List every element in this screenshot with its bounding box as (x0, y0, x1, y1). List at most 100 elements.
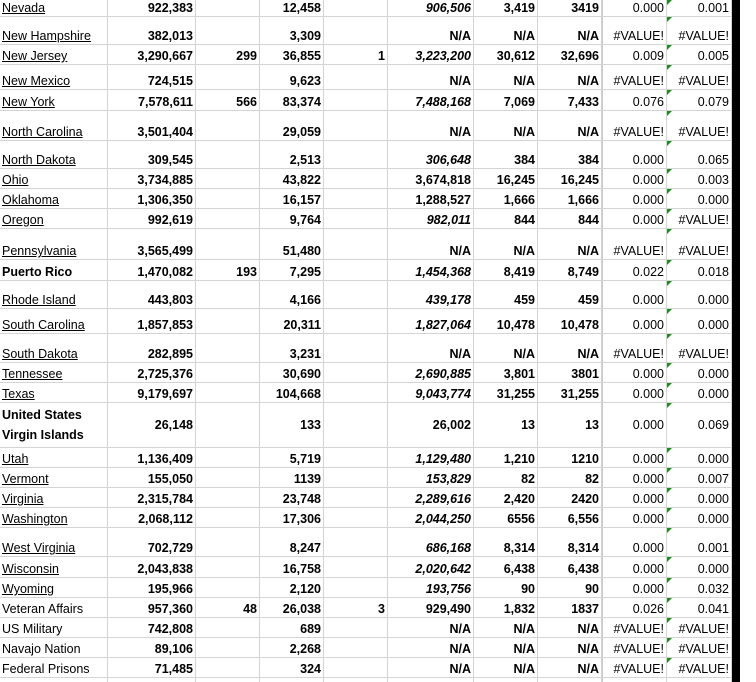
cell-col-e[interactable] (324, 17, 388, 44)
cell-col-e[interactable] (324, 578, 388, 597)
cell-col-c[interactable] (196, 658, 260, 677)
cell-col-h[interactable]: N/A (538, 334, 602, 362)
cell-col-g[interactable]: N/A (474, 334, 538, 362)
error-indicator-icon[interactable] (667, 658, 672, 663)
cell-col-e[interactable] (324, 508, 388, 527)
cell-col-g[interactable]: 1,210 (474, 448, 538, 467)
cell-col-d[interactable]: 2,513 (260, 141, 324, 168)
cell-col-e[interactable] (324, 403, 388, 447)
cell-col-b[interactable]: 309,545 (108, 141, 196, 168)
cell-col-h[interactable]: 82 (538, 468, 602, 487)
cell-col-i[interactable]: 0.000 (602, 403, 667, 447)
cell-col-f[interactable]: 3,223,200 (388, 45, 474, 64)
row-label[interactable]: New Hampshire (2, 29, 91, 43)
cell-col-c[interactable] (196, 111, 260, 140)
cell-col-f[interactable]: N/A (388, 638, 474, 657)
cell-col-b[interactable]: 71,485 (108, 658, 196, 677)
cell-col-d[interactable]: 20,311 (260, 309, 324, 333)
cell-col-c[interactable] (196, 0, 260, 16)
cell-col-i[interactable]: 0.076 (602, 90, 667, 110)
cell-col-i[interactable]: 0.000 (602, 488, 667, 507)
cell-col-b[interactable]: 2,068,112 (108, 508, 196, 527)
cell-col-g[interactable]: 3,419 (474, 0, 538, 16)
cell-col-b[interactable]: 443,803 (108, 281, 196, 308)
cell-empty[interactable] (260, 678, 324, 682)
error-indicator-icon[interactable] (667, 65, 672, 70)
cell-col-d[interactable]: 26,038 (260, 598, 324, 617)
cell-col-d[interactable]: 8,247 (260, 528, 324, 556)
cell-state-name[interactable]: Texas (0, 383, 108, 402)
cell-state-name[interactable]: New Jersey (0, 45, 108, 64)
error-indicator-icon[interactable] (667, 618, 672, 623)
cell-col-h[interactable]: 3419 (538, 0, 602, 16)
cell-col-b[interactable]: 26,148 (108, 403, 196, 447)
cell-col-f[interactable]: 306,648 (388, 141, 474, 168)
error-indicator-icon[interactable] (667, 141, 672, 146)
cell-col-d[interactable]: 36,855 (260, 45, 324, 64)
cell-empty[interactable] (602, 678, 667, 682)
cell-col-j[interactable]: 0.065 (667, 141, 732, 168)
cell-col-h[interactable]: 1,666 (538, 189, 602, 208)
cell-col-b[interactable]: 282,895 (108, 334, 196, 362)
cell-col-g[interactable]: 31,255 (474, 383, 538, 402)
cell-col-c[interactable] (196, 448, 260, 467)
row-label[interactable]: Wisconsin (2, 562, 59, 576)
row-label[interactable]: West Virginia (2, 541, 76, 555)
cell-col-b[interactable]: 3,290,667 (108, 45, 196, 64)
row-label[interactable]: North Carolina (2, 125, 83, 139)
cell-state-name[interactable]: South Carolina (0, 309, 108, 333)
cell-col-f[interactable]: 7,488,168 (388, 90, 474, 110)
cell-col-j[interactable]: 0.000 (667, 383, 732, 402)
cell-col-c[interactable] (196, 557, 260, 577)
row-label[interactable]: South Carolina (2, 318, 85, 332)
cell-col-i[interactable]: 0.000 (602, 141, 667, 168)
row-label[interactable]: New Mexico (2, 74, 71, 88)
error-indicator-icon[interactable] (667, 260, 672, 265)
error-indicator-icon[interactable] (667, 189, 672, 194)
cell-state-name[interactable]: United States Virgin Islands (0, 403, 108, 447)
row-label[interactable]: South Dakota (2, 347, 78, 361)
cell-state-name[interactable]: Puerto Rico (0, 260, 108, 280)
cell-col-b[interactable]: 742,808 (108, 618, 196, 637)
row-label[interactable]: Virginia (2, 492, 44, 506)
cell-col-b[interactable]: 702,729 (108, 528, 196, 556)
row-label[interactable]: Oregon (2, 213, 44, 227)
error-indicator-icon[interactable] (667, 508, 672, 513)
row-label[interactable]: Washington (2, 512, 68, 526)
cell-col-g[interactable]: 2,420 (474, 488, 538, 507)
cell-state-name[interactable]: Rhode Island (0, 281, 108, 308)
cell-col-d[interactable]: 12,458 (260, 0, 324, 16)
cell-col-b[interactable]: 1,857,853 (108, 309, 196, 333)
cell-col-h[interactable]: 459 (538, 281, 602, 308)
cell-col-j[interactable]: 0.001 (667, 528, 732, 556)
cell-col-g[interactable]: N/A (474, 111, 538, 140)
cell-empty[interactable] (388, 678, 474, 682)
cell-col-f[interactable]: 1,454,368 (388, 260, 474, 280)
cell-empty[interactable] (0, 678, 108, 682)
cell-col-b[interactable]: 382,013 (108, 17, 196, 44)
cell-state-name[interactable]: Washington (0, 508, 108, 527)
cell-col-c[interactable]: 566 (196, 90, 260, 110)
cell-col-c[interactable] (196, 189, 260, 208)
cell-col-g[interactable]: N/A (474, 658, 538, 677)
cell-col-f[interactable]: 906,506 (388, 0, 474, 16)
error-indicator-icon[interactable] (667, 638, 672, 643)
cell-state-name[interactable]: New York (0, 90, 108, 110)
cell-state-name[interactable]: Federal Prisons (0, 658, 108, 677)
cell-col-e[interactable] (324, 383, 388, 402)
error-indicator-icon[interactable] (667, 169, 672, 174)
cell-col-i[interactable]: #VALUE! (602, 618, 667, 637)
cell-col-j[interactable]: 0.000 (667, 309, 732, 333)
cell-state-name[interactable]: Virginia (0, 488, 108, 507)
error-indicator-icon[interactable] (667, 578, 672, 583)
cell-col-c[interactable]: 299 (196, 45, 260, 64)
cell-col-g[interactable]: N/A (474, 618, 538, 637)
cell-col-g[interactable]: 6,438 (474, 557, 538, 577)
row-label[interactable]: Tennessee (2, 367, 63, 381)
error-indicator-icon[interactable] (667, 45, 672, 50)
cell-col-f[interactable]: 1,827,064 (388, 309, 474, 333)
cell-col-g[interactable]: N/A (474, 65, 538, 89)
cell-col-f[interactable]: N/A (388, 65, 474, 89)
cell-col-b[interactable]: 2,043,838 (108, 557, 196, 577)
cell-col-e[interactable] (324, 281, 388, 308)
